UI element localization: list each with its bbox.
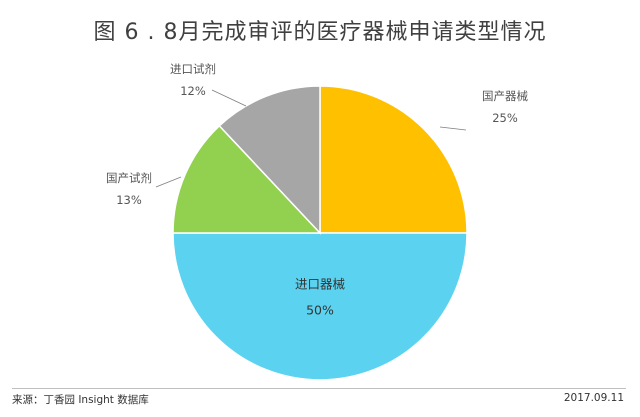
slice-label: 国产器械 xyxy=(482,89,528,103)
slice-label: 国产试剂 xyxy=(106,171,152,185)
pie-slice xyxy=(172,124,322,234)
pie-labels: 国产器械 25% 进口器械 50% 国产试剂 13% 进口试剂 12% xyxy=(106,62,528,318)
slice-value-label: 25% xyxy=(492,111,518,125)
slice-value-label: 13% xyxy=(116,193,142,207)
leader-line xyxy=(439,126,467,131)
pie-slice xyxy=(172,232,468,381)
slice-value-label: 50% xyxy=(306,303,334,318)
leader-line xyxy=(211,89,247,107)
footer-divider xyxy=(12,388,626,389)
leader-line xyxy=(155,176,182,188)
chart-title: 图 6 . 8月完成审评的医疗器械申请类型情况 xyxy=(93,20,547,45)
slice-value-label: 12% xyxy=(180,84,206,98)
slice-label: 进口器械 xyxy=(295,277,346,292)
pie-slice xyxy=(218,85,321,235)
source-note: 来源：丁香园 Insight 数据库 xyxy=(12,394,149,406)
pie-slice xyxy=(319,85,468,234)
date-stamp: 2017.09.11 xyxy=(563,392,624,404)
pie-slices xyxy=(172,85,468,381)
slice-label: 进口试剂 xyxy=(170,62,216,76)
